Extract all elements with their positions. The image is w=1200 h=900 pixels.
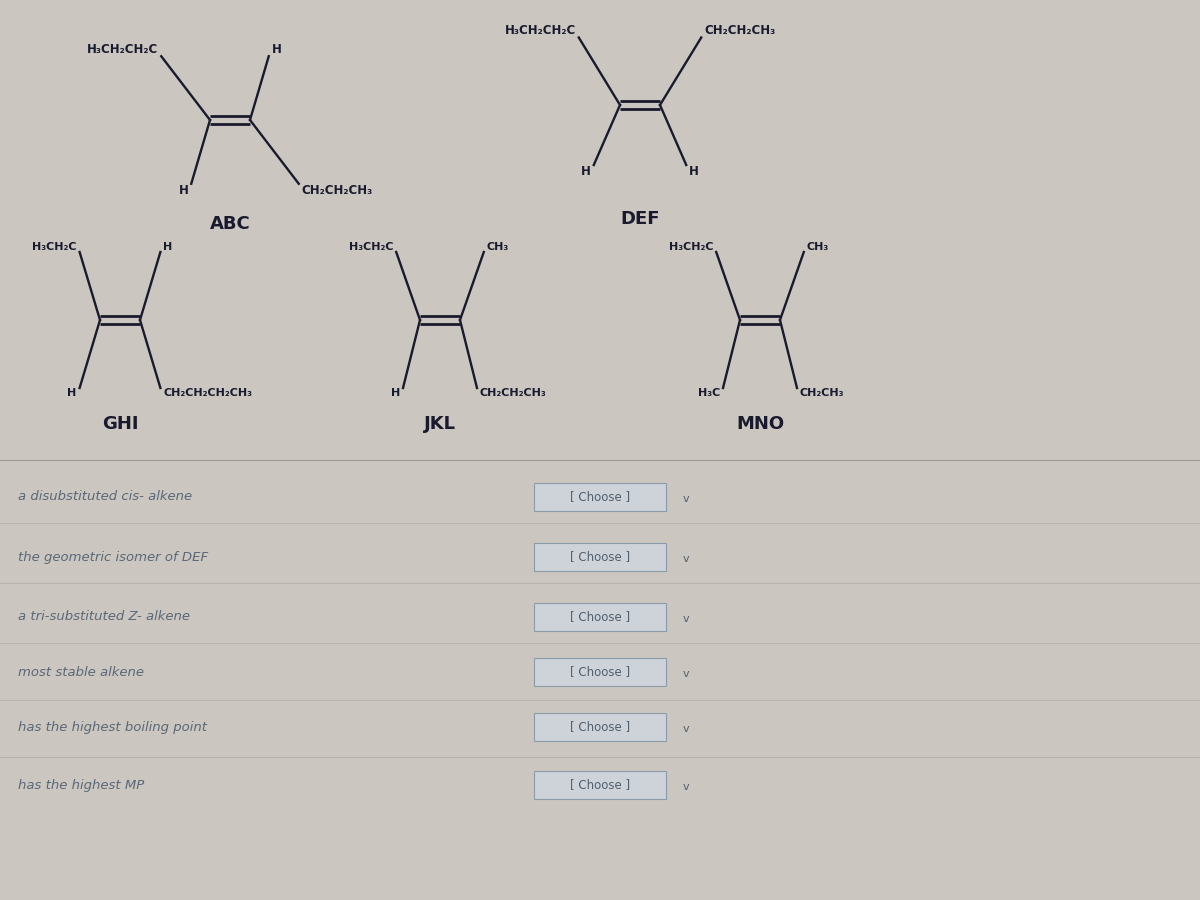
Text: H₃CH₂C: H₃CH₂C bbox=[32, 242, 77, 252]
Text: a tri-substituted Z- alkene: a tri-substituted Z- alkene bbox=[18, 610, 190, 624]
Text: most stable alkene: most stable alkene bbox=[18, 665, 144, 679]
Text: v: v bbox=[683, 614, 690, 624]
Text: H: H bbox=[179, 184, 188, 197]
Text: CH₃: CH₃ bbox=[487, 242, 509, 252]
FancyBboxPatch shape bbox=[534, 483, 666, 511]
Text: H: H bbox=[391, 388, 400, 398]
Text: [ Choose ]: [ Choose ] bbox=[570, 721, 630, 734]
Text: the geometric isomer of DEF: the geometric isomer of DEF bbox=[18, 551, 208, 563]
Text: DEF: DEF bbox=[620, 210, 660, 228]
Text: a disubstituted cis- alkene: a disubstituted cis- alkene bbox=[18, 491, 192, 503]
Text: [ Choose ]: [ Choose ] bbox=[570, 665, 630, 679]
Text: CH₃: CH₃ bbox=[806, 242, 829, 252]
Text: has the highest boiling point: has the highest boiling point bbox=[18, 721, 208, 734]
Text: v: v bbox=[683, 494, 690, 504]
Text: CH₂CH₂CH₃: CH₂CH₂CH₃ bbox=[301, 184, 373, 197]
Text: H₃CH₂C: H₃CH₂C bbox=[668, 242, 713, 252]
Text: [ Choose ]: [ Choose ] bbox=[570, 778, 630, 791]
FancyBboxPatch shape bbox=[534, 543, 666, 571]
Text: JKL: JKL bbox=[424, 415, 456, 433]
Text: [ Choose ]: [ Choose ] bbox=[570, 491, 630, 503]
Text: CH₂CH₂CH₃: CH₂CH₂CH₃ bbox=[480, 388, 547, 398]
FancyBboxPatch shape bbox=[534, 713, 666, 741]
Text: GHI: GHI bbox=[102, 415, 138, 433]
FancyBboxPatch shape bbox=[534, 603, 666, 631]
Text: MNO: MNO bbox=[736, 415, 784, 433]
Text: H: H bbox=[271, 43, 282, 56]
Text: ABC: ABC bbox=[210, 215, 251, 233]
Text: H: H bbox=[689, 165, 700, 178]
Text: H₃CH₂CH₂C: H₃CH₂CH₂C bbox=[88, 43, 158, 56]
Text: v: v bbox=[683, 554, 690, 564]
FancyBboxPatch shape bbox=[534, 771, 666, 799]
Text: H: H bbox=[581, 165, 590, 178]
Text: v: v bbox=[683, 669, 690, 679]
Text: H: H bbox=[67, 388, 77, 398]
Text: [ Choose ]: [ Choose ] bbox=[570, 610, 630, 624]
Text: H: H bbox=[163, 242, 173, 252]
Text: H₃CH₂CH₂C: H₃CH₂CH₂C bbox=[504, 24, 576, 38]
Text: CH₂CH₂CH₃: CH₂CH₂CH₃ bbox=[704, 24, 775, 38]
FancyBboxPatch shape bbox=[534, 658, 666, 686]
Text: [ Choose ]: [ Choose ] bbox=[570, 551, 630, 563]
Text: CH₂CH₂CH₂CH₃: CH₂CH₂CH₂CH₃ bbox=[163, 388, 252, 398]
Text: v: v bbox=[683, 782, 690, 792]
Text: H₃CH₂C: H₃CH₂C bbox=[349, 242, 394, 252]
Text: CH₂CH₃: CH₂CH₃ bbox=[800, 388, 845, 398]
Text: v: v bbox=[683, 724, 690, 734]
Text: H₃C: H₃C bbox=[697, 388, 720, 398]
Text: has the highest MP: has the highest MP bbox=[18, 778, 144, 791]
